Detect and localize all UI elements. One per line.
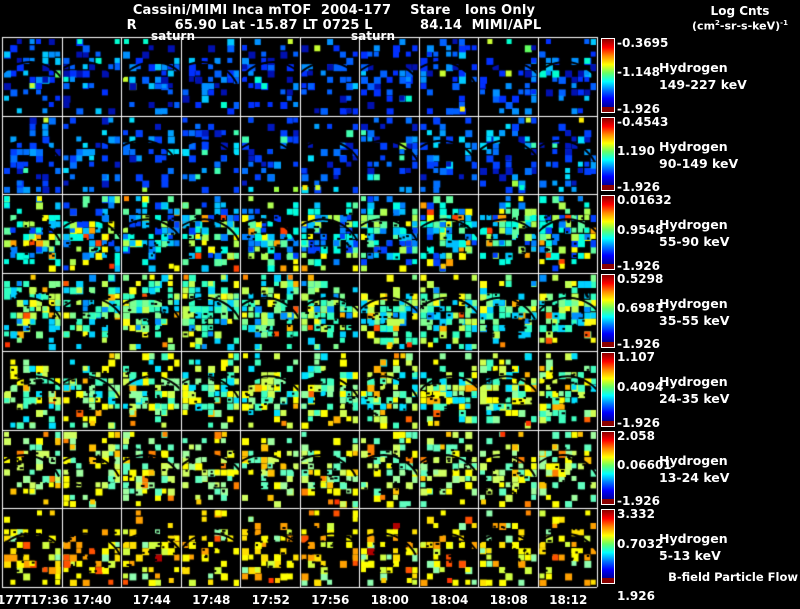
colorbar-under-range bbox=[602, 106, 614, 112]
time-tick-label: 17:48 bbox=[192, 593, 231, 607]
unit-superscript-2: 2 bbox=[715, 19, 720, 27]
time-tick-label: 17:44 bbox=[132, 593, 171, 607]
colorbar-row-4 bbox=[601, 273, 615, 349]
colorbar-max-label: 0.5298 bbox=[617, 271, 664, 286]
colorbar-gradient bbox=[602, 196, 614, 264]
unit-body: -sr-s-keV) bbox=[719, 19, 781, 33]
spectrogram-grid bbox=[0, 36, 600, 590]
plot-subtitle: R 65.90 Lat -15.87 LT 0725 L 84.14 MIMI/… bbox=[126, 18, 542, 33]
time-tick-label: 17:56 bbox=[311, 593, 350, 607]
unit-open: (cm bbox=[692, 19, 716, 33]
colorbar-gradient bbox=[602, 353, 614, 421]
colorbar-max-label: 1.107 bbox=[617, 350, 655, 365]
energy-range: 90-149 keV bbox=[659, 155, 739, 171]
colorbar-mid-label: 0.9548 bbox=[617, 222, 664, 237]
colorbar-max-label: 3.332 bbox=[617, 507, 655, 522]
colorbar-gradient bbox=[602, 117, 614, 186]
energy-range: 55-90 keV bbox=[659, 234, 730, 250]
time-tick-label: 18:08 bbox=[489, 593, 528, 607]
species-name: Hydrogen bbox=[659, 138, 728, 154]
colorbar-under-range bbox=[602, 263, 614, 269]
colorbar-max-label: -0.4543 bbox=[617, 114, 669, 129]
energy-channel-label: Hydrogen 24-35 keV bbox=[659, 373, 729, 407]
colorbar-row-7 bbox=[601, 509, 615, 584]
colorbar-mid-label: 0.4094 bbox=[617, 379, 664, 394]
colorbar-under-range bbox=[602, 342, 614, 348]
colorbar-gradient bbox=[602, 431, 614, 500]
colorbar-gradient bbox=[602, 510, 614, 578]
colorbar-mid-label: 0.06601 bbox=[617, 458, 672, 473]
time-tick-label: 18:00 bbox=[370, 593, 409, 607]
colorbar-min-label: -1.926 bbox=[617, 101, 660, 116]
energy-range: 35-55 keV bbox=[659, 312, 730, 328]
species-name: Hydrogen bbox=[659, 374, 728, 390]
time-tick-label: 17:52 bbox=[251, 593, 290, 607]
energy-range: 5-13 keV bbox=[659, 548, 721, 564]
colorbar-max-label: 2.058 bbox=[617, 428, 655, 443]
colorbar-min-label: 1.926 bbox=[617, 589, 655, 603]
colorbar-min-label: -1.926 bbox=[617, 337, 660, 352]
colorbar-under-range bbox=[602, 499, 614, 505]
colorbar-row-3 bbox=[601, 195, 615, 270]
saturn-position-marker: saturn bbox=[351, 29, 395, 43]
energy-channel-label: Hydrogen 5-13 keV bbox=[659, 530, 728, 564]
species-name: Hydrogen bbox=[659, 217, 728, 233]
species-name: Hydrogen bbox=[659, 295, 728, 311]
species-name: Hydrogen bbox=[659, 452, 728, 468]
saturn-position-marker: saturn bbox=[151, 29, 195, 43]
energy-channel-label: Hydrogen 13-24 keV bbox=[659, 452, 729, 486]
colorbar-row-6 bbox=[601, 430, 615, 506]
energy-range: 24-35 keV bbox=[659, 391, 730, 407]
energy-range: 13-24 keV bbox=[659, 469, 730, 485]
energy-channel-label: Hydrogen 90-149 keV bbox=[659, 138, 738, 172]
bfield-flow-label: B-field Particle Flow bbox=[668, 570, 798, 584]
species-name: Hydrogen bbox=[659, 60, 728, 75]
colorbar-min-label: -1.926 bbox=[617, 180, 660, 195]
colorbar-legend-units: (cm2-sr-s-keV)-1 bbox=[668, 19, 800, 33]
colorbar-row-1 bbox=[601, 38, 615, 113]
time-tick-label: 18:12 bbox=[549, 593, 588, 607]
plot-title: Cassini/MIMI Inca mTOF 2004-177 Stare Io… bbox=[132, 3, 536, 18]
colorbar-min-label: -1.926 bbox=[617, 415, 660, 430]
time-tick-label: 18:04 bbox=[430, 593, 469, 607]
colorbar-mid-label: 0.7032 bbox=[617, 536, 664, 551]
energy-channel-label: Hydrogen 149-227 keV bbox=[659, 59, 747, 93]
colorbar-mid-label: 1.190 bbox=[617, 144, 655, 158]
colorbar-max-label: -0.3695 bbox=[617, 36, 669, 50]
energy-channel-label: Hydrogen 35-55 keV bbox=[659, 295, 729, 329]
colorbar-under-range bbox=[602, 577, 614, 583]
colorbar-min-label: -1.926 bbox=[617, 494, 660, 509]
time-tick-label: 17:40 bbox=[73, 593, 112, 607]
colorbar-row-2 bbox=[601, 116, 615, 192]
energy-channel-label: Hydrogen 55-90 keV bbox=[659, 216, 729, 250]
colorbar-under-range bbox=[602, 185, 614, 191]
colorbar-legend-title: Log Cnts bbox=[710, 4, 770, 18]
colorbar-mid-label: -1.148 bbox=[617, 65, 660, 80]
colorbar-gradient bbox=[602, 39, 614, 107]
colorbar-max-label: 0.01632 bbox=[617, 193, 672, 208]
energy-range: 149-227 keV bbox=[659, 77, 747, 92]
time-tick-label: 177T17:36 bbox=[0, 593, 69, 607]
colorbar-gradient bbox=[602, 274, 614, 343]
colorbar-min-label: -1.926 bbox=[617, 258, 660, 273]
species-name: Hydrogen bbox=[659, 531, 728, 547]
colorbar-row-5 bbox=[601, 352, 615, 427]
unit-superscript-neg1: -1 bbox=[780, 19, 788, 27]
colorbar-under-range bbox=[602, 420, 614, 426]
colorbar-legend: Log Cnts (cm2-sr-s-keV)-1 bbox=[668, 4, 800, 33]
colorbar-mid-label: 0.6981 bbox=[617, 301, 664, 316]
